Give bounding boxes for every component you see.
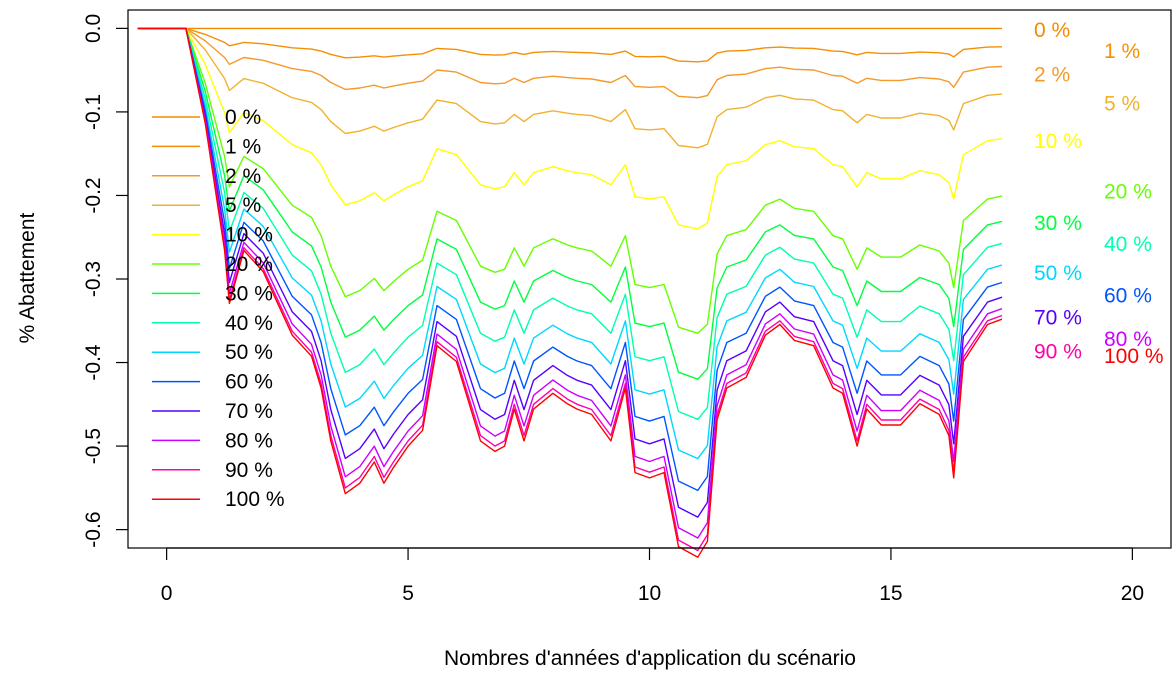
series-end-label-1: 1 % (1104, 40, 1140, 63)
series-lines (137, 27, 1003, 558)
series-line-9 (137, 27, 1003, 492)
x-tick-label-4: 20 (1121, 582, 1144, 605)
y-tick-label-5: -0.5 (82, 428, 105, 464)
series-line-8 (137, 27, 1003, 460)
series-line-10 (137, 27, 1003, 518)
legend-label-1: 1 % (225, 135, 261, 158)
legend-label-9: 60 % (225, 371, 273, 394)
x-axis-label: Nombres d'années d'application du scénar… (444, 647, 856, 670)
x-tick-label-3: 15 (879, 582, 902, 605)
legend-label-7: 40 % (225, 312, 273, 335)
legend-label-11: 80 % (225, 429, 273, 452)
legend-label-6: 30 % (225, 282, 273, 305)
series-line-11 (137, 27, 1003, 539)
series-line-3 (137, 27, 1003, 149)
series-line-12 (137, 27, 1003, 552)
y-tick-label-3: -0.3 (82, 261, 105, 297)
series-line-13 (137, 27, 1003, 558)
legend-label-0: 0 % (225, 106, 261, 129)
y-axis: 0.0 -0.1 -0.2 -0.3 -0.4 -0.5 -0.6 (82, 14, 129, 548)
legend-label-3: 5 % (225, 194, 261, 217)
x-tick-label-1: 5 (402, 582, 414, 605)
series-end-label-2: 2 % (1034, 63, 1070, 86)
y-axis-label: % Abattement (16, 212, 39, 343)
series-end-label-3: 5 % (1104, 93, 1140, 116)
series-end-label-5: 20 % (1104, 180, 1152, 203)
series-line-1 (137, 27, 1003, 63)
series-end-label-12: 90 % (1034, 341, 1082, 364)
series-line-7 (137, 27, 1003, 420)
x-axis: 0 5 10 15 20 (161, 547, 1144, 605)
legend-label-8: 50 % (225, 341, 273, 364)
x-tick-label-0: 0 (161, 582, 173, 605)
series-line-5 (137, 27, 1003, 334)
legend-label-5: 20 % (225, 253, 273, 276)
legend-label-12: 90 % (225, 459, 273, 482)
y-tick-label-4: -0.4 (82, 344, 105, 381)
legend-label-10: 70 % (225, 400, 273, 423)
series-end-label-8: 50 % (1034, 262, 1082, 285)
series-end-label-7: 40 % (1104, 233, 1152, 256)
series-end-label-4: 10 % (1034, 130, 1082, 153)
series-end-label-13: 100 % (1104, 345, 1164, 368)
series-line-6 (137, 27, 1003, 380)
y-tick-label-1: -0.1 (82, 94, 105, 130)
series-end-label-6: 30 % (1034, 212, 1082, 235)
series-line-2 (137, 27, 1003, 99)
y-tick-label-0: 0.0 (82, 14, 105, 43)
legend-label-2: 2 % (225, 165, 261, 188)
series-line-4 (137, 27, 1003, 230)
series-end-label-10: 70 % (1034, 306, 1082, 329)
y-tick-label-6: -0.6 (82, 512, 105, 548)
series-end-label-11: 80 % (1104, 328, 1152, 351)
legend-label-4: 10 % (225, 224, 273, 247)
plot-frame (127, 9, 1172, 549)
series-end-label-9: 60 % (1104, 285, 1152, 308)
legend-label-13: 100 % (225, 488, 285, 511)
series-end-labels: 0 % 1 % 2 % 5 % 10 % 20 % 30 % 40 % 50 % 60 % 70 %… (1034, 19, 1164, 368)
x-tick-label-2: 10 (638, 582, 661, 605)
y-tick-label-2: -0.2 (82, 177, 105, 213)
series-end-label-0: 0 % (1034, 19, 1070, 42)
legend: 0 % 1 % 2 % 5 % 10 % 20 % 30 % 40 % 50 % 60 % 70 %… (152, 106, 285, 511)
